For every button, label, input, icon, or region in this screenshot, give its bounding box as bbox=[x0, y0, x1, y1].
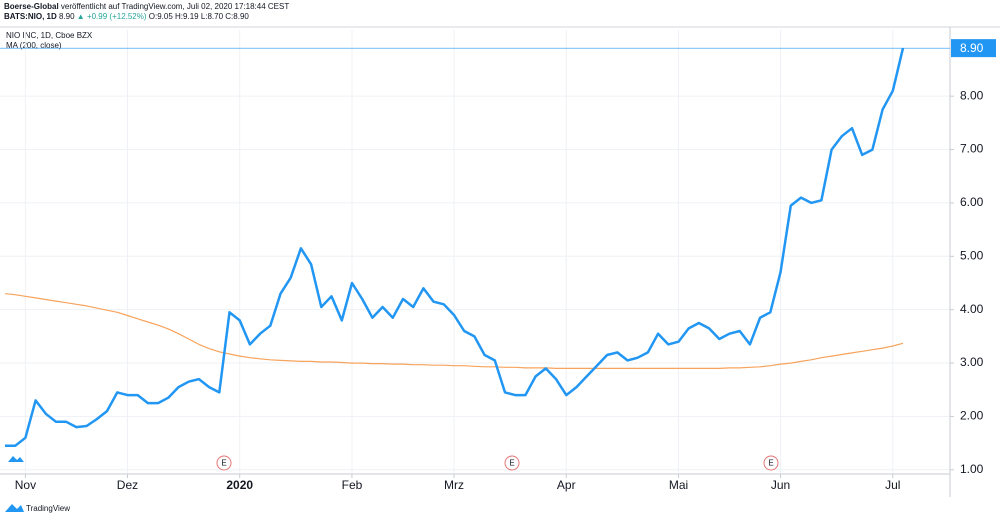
earnings-marker[interactable]: E bbox=[504, 455, 520, 471]
earnings-label: E bbox=[509, 459, 514, 468]
x-tick-label: Mai bbox=[669, 478, 688, 492]
quote-price: 8.90 bbox=[59, 12, 75, 21]
y-tick-label: 1.00 bbox=[960, 462, 984, 476]
earnings-marker[interactable]: E bbox=[763, 455, 779, 471]
last-price-tag bbox=[951, 39, 996, 58]
y-tick-label: 2.00 bbox=[960, 409, 984, 423]
y-tick-label: 8.00 bbox=[960, 88, 984, 102]
quote-ohlc: O:9.05 H:9.19 L:8.70 C:8.90 bbox=[149, 12, 250, 21]
published: veröffentlicht auf TradingView.com, Juli… bbox=[61, 2, 289, 11]
x-tick-label: Jul bbox=[885, 478, 900, 492]
symbol: BATS:NIO, 1D bbox=[4, 12, 57, 21]
y-tick-label: 5.00 bbox=[960, 248, 984, 262]
tradingview-logo[interactable]: TradingView bbox=[5, 504, 70, 513]
y-tick-label: 7.00 bbox=[960, 142, 984, 156]
last-price-label: 8.90 bbox=[960, 41, 984, 55]
earnings-label: E bbox=[221, 459, 226, 468]
quote: BATS:NIO, 1D 8.90 ▲ +0.99 (+12.52%) O:9.… bbox=[4, 12, 249, 21]
quote-change: ▲ +0.99 (+12.52%) bbox=[77, 12, 147, 21]
brand: TradingView bbox=[26, 504, 70, 513]
ma-legend: MA (200, close) bbox=[6, 41, 62, 50]
header: Boerse-Global veröffentlicht auf Trading… bbox=[4, 2, 289, 11]
earnings-marker[interactable]: E bbox=[216, 455, 232, 471]
ma-line bbox=[4, 293, 904, 369]
chart-title: NIO INC, 1D, Cboe BZX bbox=[6, 31, 93, 40]
price-line bbox=[5, 47, 905, 448]
y-tick-label: 6.00 bbox=[960, 195, 984, 209]
x-tick-label: Apr bbox=[557, 478, 576, 492]
x-tick-label: Dez bbox=[117, 478, 138, 492]
x-tick-label: 2020 bbox=[226, 478, 253, 492]
earnings-label: E bbox=[768, 459, 773, 468]
x-tick-label: Mrz bbox=[444, 478, 464, 492]
x-tick-label: Feb bbox=[342, 478, 363, 492]
x-tick-label: Jun bbox=[771, 478, 790, 492]
screenshot-logo bbox=[8, 456, 24, 462]
y-tick-label: 3.00 bbox=[960, 355, 984, 369]
publisher: Boerse-Global bbox=[4, 2, 59, 11]
x-tick-label: Nov bbox=[15, 478, 36, 492]
y-tick-label: 4.00 bbox=[960, 302, 984, 316]
